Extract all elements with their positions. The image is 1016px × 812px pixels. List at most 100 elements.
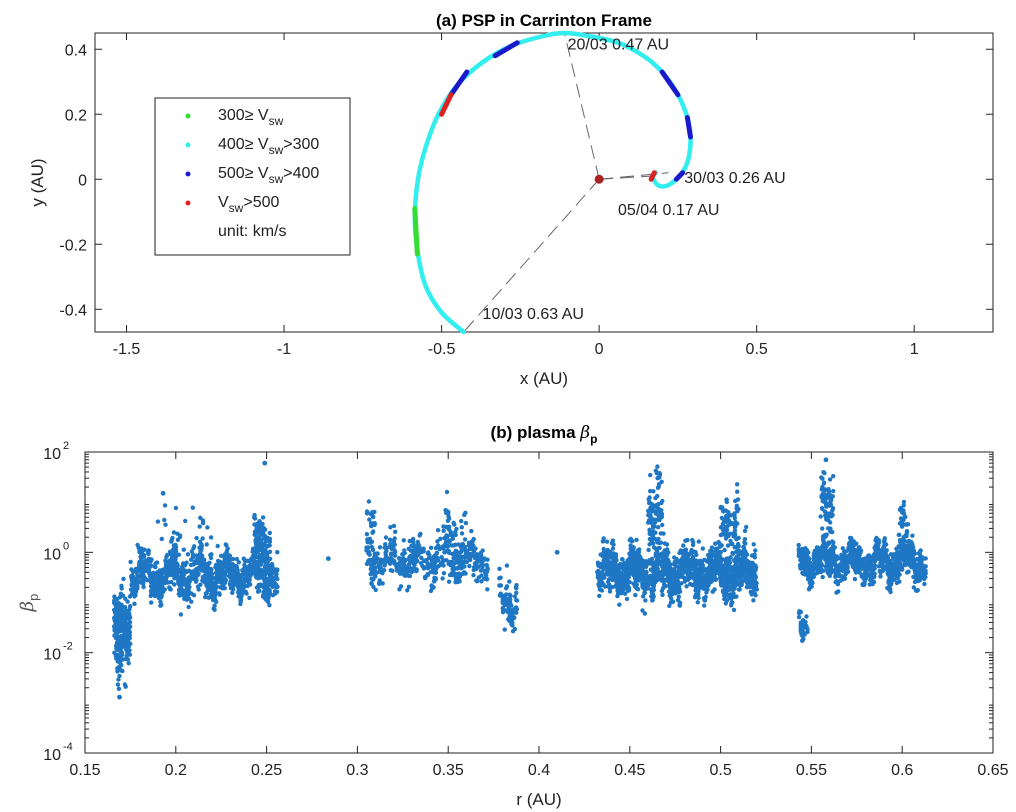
panel-b-data-point bbox=[415, 550, 420, 556]
panel-b-data-point bbox=[412, 555, 417, 561]
panel-b-data-point bbox=[117, 673, 122, 679]
panel-b-data-point bbox=[722, 596, 727, 602]
panel-b-data-point bbox=[634, 582, 639, 587]
panel-b-data-point bbox=[690, 542, 696, 548]
panel-b-data-point bbox=[797, 609, 802, 614]
panel-b-data-point bbox=[599, 588, 605, 593]
panel-b-data-point bbox=[267, 530, 272, 536]
panel-b-data-point bbox=[719, 515, 725, 521]
panel-b-data-point bbox=[448, 563, 453, 568]
panel-b-y-tick-label: 10 bbox=[43, 747, 61, 764]
panel-b-ticks: 0.15 0.2 0.25 0.3 0.35 0.4 0.45 0.5 0.55 0.6 0.651… bbox=[43, 440, 1008, 779]
panel-b-data-point bbox=[462, 571, 467, 576]
panel-b-data-point bbox=[611, 566, 617, 572]
panel-b-data-point bbox=[607, 582, 612, 587]
panel-b-data-point bbox=[400, 570, 406, 575]
panel-b-data-point bbox=[627, 580, 632, 585]
panel-b-data-point bbox=[721, 588, 727, 593]
panel-b-data-point bbox=[661, 582, 667, 587]
panel-b-data-point bbox=[672, 561, 678, 566]
panel-b-data-point bbox=[214, 578, 219, 583]
panel-b-data-point bbox=[257, 575, 263, 580]
panel-b-data-point bbox=[459, 531, 465, 536]
panel-b-data-point bbox=[382, 545, 387, 550]
panel-b-data-point bbox=[684, 584, 689, 589]
panel-b-data-point bbox=[467, 563, 472, 569]
panel-b-data-point bbox=[638, 557, 643, 562]
panel-b-data-point bbox=[405, 588, 410, 593]
panel-b-data-point bbox=[753, 593, 758, 598]
panel-b-data-point bbox=[729, 596, 734, 601]
panel-b-data-point bbox=[237, 577, 242, 582]
panel-b-data-point bbox=[501, 601, 506, 606]
panel-b-data-point bbox=[733, 498, 738, 504]
panel-b-data-point bbox=[687, 551, 692, 557]
panel-a-legend-marker bbox=[185, 171, 191, 177]
panel-b-data-point bbox=[432, 579, 437, 584]
panel-b-data-point bbox=[732, 515, 737, 521]
panel-b-data-point bbox=[158, 581, 163, 586]
panel-b-data-point bbox=[677, 568, 682, 574]
panel-b-data-point bbox=[441, 571, 447, 576]
panel-b-data-point bbox=[423, 558, 428, 564]
panel-b-data-point bbox=[137, 579, 142, 584]
panel-b-x-tick-label: 0.3 bbox=[346, 762, 368, 779]
panel-b-data-point bbox=[238, 581, 244, 587]
panel-b-data-point bbox=[176, 552, 181, 557]
panel-b-data-point bbox=[686, 577, 691, 582]
panel-b-x-tick-label: 0.5 bbox=[709, 762, 731, 779]
panel-b-data-point bbox=[377, 566, 382, 571]
panel-b-data-point bbox=[692, 595, 698, 600]
panel-b-y-tick-label: 10 bbox=[43, 546, 61, 563]
panel-b-data-point bbox=[252, 565, 257, 571]
panel-b-data-point bbox=[711, 572, 716, 577]
panel-b-data-point bbox=[116, 686, 122, 691]
panel-b-data-point bbox=[484, 576, 490, 582]
panel-b-data-point bbox=[162, 503, 168, 508]
panel-b-data-point bbox=[159, 585, 164, 591]
panel-b-data-point bbox=[724, 527, 730, 533]
panel-b-data-point bbox=[625, 558, 630, 563]
panel-b-data-point bbox=[718, 577, 724, 582]
panel-b-data-point bbox=[462, 512, 467, 518]
panel-b-data-point bbox=[507, 579, 512, 584]
panel-b-data-point bbox=[668, 586, 673, 591]
panel-b-data-point bbox=[744, 524, 749, 530]
panel-b-data-point bbox=[913, 588, 919, 593]
panel-b-data-point bbox=[431, 555, 436, 560]
panel-b-data-point bbox=[733, 519, 738, 525]
panel-b-data-point bbox=[219, 567, 225, 573]
panel-b-data-point bbox=[444, 535, 449, 540]
panel-b-data-point bbox=[383, 535, 389, 540]
panel-b-data-point bbox=[411, 539, 416, 545]
panel-b-data-point bbox=[114, 643, 119, 648]
panel-b-data-point bbox=[199, 546, 204, 552]
panel-b-data-point bbox=[174, 571, 180, 576]
panel-b-data-point bbox=[651, 587, 656, 593]
panel-b-data-point bbox=[275, 550, 280, 555]
panel-b-data-point bbox=[697, 561, 702, 567]
panel-b-data-point bbox=[369, 539, 375, 544]
panel-b-data-point bbox=[382, 562, 387, 567]
panel-b-data-point bbox=[256, 555, 261, 560]
panel-b-data-point bbox=[470, 539, 475, 544]
panel-a-orbit-trajectory bbox=[412, 30, 693, 335]
panel-b-data-point bbox=[179, 587, 184, 592]
panel-b-data-point bbox=[504, 563, 510, 568]
panel-b-data-point bbox=[229, 581, 234, 586]
panel-b-data-point bbox=[127, 648, 132, 653]
panel-b-data-point bbox=[453, 572, 459, 577]
panel-b-data-point bbox=[401, 538, 406, 543]
panel-b-data-point bbox=[231, 587, 236, 592]
panel-b-data-point bbox=[242, 565, 247, 571]
panel-b-data-point bbox=[217, 592, 222, 597]
panel-b-data-point bbox=[650, 598, 655, 603]
panel-b-data-point bbox=[595, 572, 601, 577]
panel-b-data-point bbox=[428, 545, 434, 550]
panel-b-data-point bbox=[737, 587, 742, 592]
panel-b-data-point bbox=[479, 579, 484, 584]
panel-b-data-point bbox=[184, 589, 189, 594]
panel-b-data-point bbox=[265, 535, 270, 541]
panel-b-data-point bbox=[634, 574, 640, 579]
panel-b-data-point bbox=[117, 647, 122, 652]
